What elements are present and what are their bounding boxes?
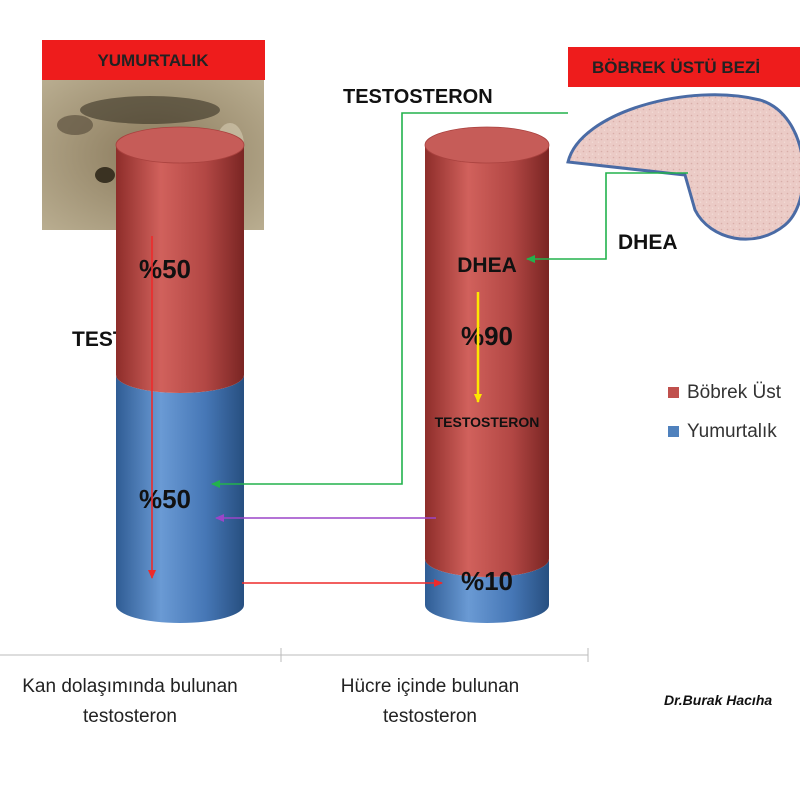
testosterone-arrow-green	[211, 112, 568, 488]
legend-swatch-1	[668, 426, 679, 437]
ovary-banner-label: YUMURTALIK	[97, 51, 209, 70]
category-label-0-line2: testosteron	[83, 706, 177, 727]
dhea-arrow-green	[526, 172, 688, 263]
bar-1-böbrek-üstü	[425, 145, 549, 577]
dhea-inside-label: DHEA	[457, 254, 517, 277]
category-label-1-line1: Hücre içinde bulunan	[341, 676, 520, 697]
category-label-0-line1: Kan dolaşımında bulunan	[22, 676, 238, 697]
bar-1-1-value-label: %90	[461, 321, 513, 351]
bar-0-top-cap	[115, 126, 245, 164]
bar-0-yumurtalık	[116, 375, 244, 623]
legend-swatch-0	[668, 387, 679, 398]
testosterone-top-label: TESTOSTERON	[343, 86, 493, 108]
testosterone-inside-label: TESTOSTERON	[435, 414, 540, 430]
bar-1-0-value-label: %10	[461, 566, 513, 596]
adrenal-banner-label: BÖBREK ÜSTÜ BEZİ	[592, 58, 760, 77]
bar-1-yumurtalık	[425, 559, 549, 623]
legend-label-1: Yumurtalık	[687, 421, 777, 442]
category-label-1-line2: testosteron	[383, 706, 477, 727]
bar-0-böbrek-üstü	[116, 145, 244, 393]
bar-0-1-value-label: %50	[139, 254, 191, 284]
adrenal-gland-shape	[566, 93, 800, 241]
dhea-outside-label: DHEA	[618, 231, 678, 254]
bar-0-0-value-label: %50	[139, 484, 191, 514]
bar-1-top-cap	[424, 126, 550, 164]
ovary-banner	[42, 40, 265, 80]
legend-label-0: Böbrek Üst	[687, 382, 782, 403]
adrenal-banner	[568, 47, 800, 87]
author-credit: Dr.Burak Hacıha	[664, 692, 772, 708]
